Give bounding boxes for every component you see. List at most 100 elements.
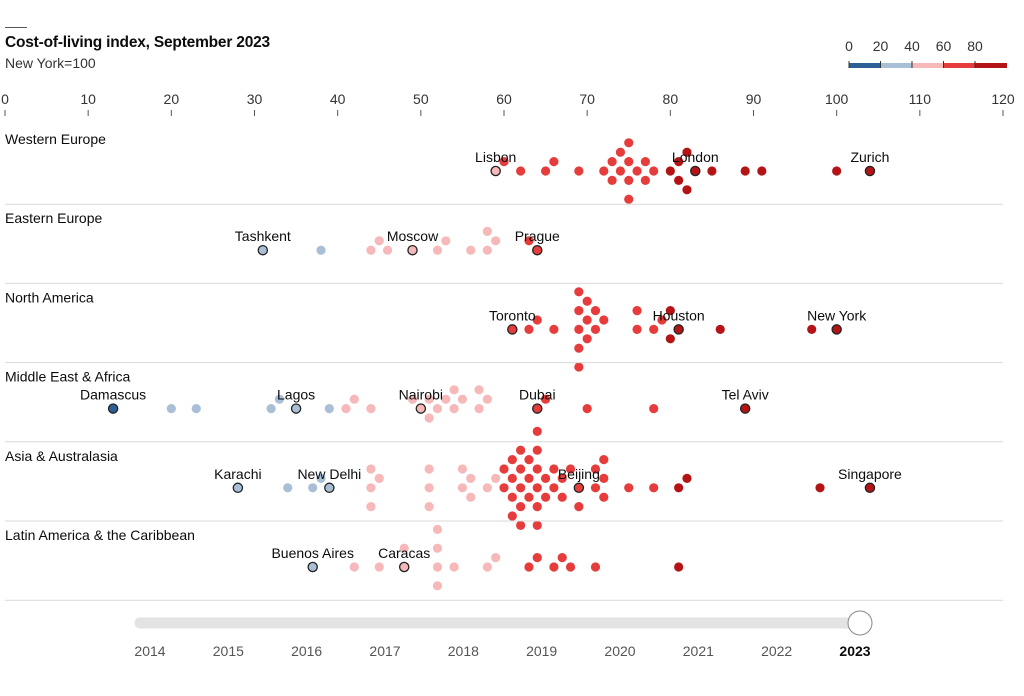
city-dot[interactable] (457, 394, 468, 404)
city-dot[interactable] (532, 483, 542, 493)
city-dot[interactable] (715, 324, 725, 334)
city-dot[interactable] (516, 166, 526, 176)
city-dot[interactable] (424, 502, 434, 512)
city-dot[interactable] (599, 455, 609, 465)
city-dot[interactable] (590, 483, 601, 493)
city-dot[interactable] (432, 581, 443, 591)
city-dot[interactable] (574, 306, 584, 316)
year-label[interactable]: 2022 (761, 643, 792, 659)
city-dot[interactable] (624, 483, 634, 493)
highlighted-city-dot[interactable] (407, 244, 418, 256)
city-dot[interactable] (565, 562, 576, 572)
city-dot[interactable] (574, 343, 584, 353)
highlighted-city-dot[interactable] (673, 324, 684, 335)
city-dot[interactable] (516, 502, 526, 512)
city-dot[interactable] (399, 543, 409, 553)
city-dot[interactable] (191, 404, 201, 414)
city-dot[interactable] (491, 553, 501, 563)
city-dot[interactable] (549, 157, 559, 167)
city-dot[interactable] (507, 473, 517, 483)
city-dot[interactable] (349, 562, 359, 572)
highlighted-city-dot[interactable] (690, 165, 701, 177)
city-dot[interactable] (424, 413, 434, 423)
city-dot[interactable] (574, 324, 584, 334)
city-dot[interactable] (382, 245, 393, 255)
city-dot[interactable] (516, 483, 526, 493)
city-dot[interactable] (449, 404, 459, 414)
city-dot[interactable] (832, 166, 842, 176)
city-dot[interactable] (366, 464, 376, 474)
city-dot[interactable] (324, 404, 334, 414)
city-dot[interactable] (574, 362, 584, 372)
city-dot[interactable] (649, 483, 659, 493)
year-label[interactable]: 2018 (448, 643, 479, 659)
city-dot[interactable] (582, 334, 592, 344)
city-dot[interactable] (557, 553, 567, 563)
city-dot[interactable] (374, 562, 384, 572)
city-dot[interactable] (540, 492, 551, 502)
year-label[interactable]: 2017 (369, 643, 400, 659)
city-dot[interactable] (532, 553, 542, 563)
city-dot[interactable] (499, 483, 509, 493)
city-dot[interactable] (524, 236, 534, 246)
city-dot[interactable] (624, 194, 634, 204)
city-dot[interactable] (532, 464, 542, 474)
highlighted-city-dot[interactable] (232, 482, 244, 494)
highlighted-city-dot[interactable] (532, 403, 543, 414)
highlighted-city-dot[interactable] (864, 165, 876, 177)
year-label[interactable]: 2014 (134, 643, 165, 659)
highlighted-city-dot[interactable] (532, 244, 543, 256)
city-dot[interactable] (366, 483, 376, 493)
city-dot[interactable] (582, 315, 592, 325)
city-dot[interactable] (665, 334, 675, 344)
city-dot[interactable] (482, 245, 492, 255)
highlighted-city-dot[interactable] (490, 165, 501, 177)
city-dot[interactable] (740, 166, 750, 176)
city-dot[interactable] (557, 492, 567, 502)
highlighted-city-dot[interactable] (507, 324, 518, 335)
city-dot[interactable] (682, 185, 692, 195)
city-dot[interactable] (491, 236, 501, 246)
city-dot[interactable] (649, 404, 659, 414)
year-label[interactable]: 2019 (526, 643, 557, 659)
city-dot[interactable] (482, 483, 492, 493)
city-dot[interactable] (441, 236, 451, 246)
highlighted-city-dot[interactable] (257, 244, 269, 256)
city-dot[interactable] (482, 226, 492, 236)
city-dot[interactable] (407, 394, 418, 404)
city-dot[interactable] (582, 296, 592, 306)
city-dot[interactable] (665, 306, 675, 316)
city-dot[interactable] (607, 175, 617, 185)
city-dot[interactable] (615, 166, 626, 176)
city-dot[interactable] (599, 492, 609, 502)
city-dot[interactable] (524, 562, 534, 572)
city-dot[interactable] (582, 404, 592, 414)
city-dot[interactable] (449, 562, 459, 572)
city-dot[interactable] (624, 157, 634, 167)
city-dot[interactable] (549, 324, 559, 334)
city-dot[interactable] (682, 473, 692, 483)
city-dot[interactable] (482, 562, 492, 572)
city-dot[interactable] (457, 464, 468, 474)
highlighted-city-dot[interactable] (415, 403, 427, 414)
city-dot[interactable] (649, 166, 659, 176)
city-dot[interactable] (632, 166, 642, 176)
city-dot[interactable] (524, 492, 534, 502)
city-dot[interactable] (557, 473, 567, 483)
city-dot[interactable] (524, 324, 534, 334)
city-dot[interactable] (524, 473, 534, 483)
highlighted-city-dot[interactable] (290, 403, 302, 414)
city-dot[interactable] (540, 166, 551, 176)
city-dot[interactable] (424, 464, 434, 474)
city-dot[interactable] (374, 473, 384, 483)
city-dot[interactable] (507, 455, 517, 465)
city-dot[interactable] (166, 404, 176, 414)
city-dot[interactable] (807, 324, 817, 334)
year-label[interactable]: 2021 (683, 643, 714, 659)
city-dot[interactable] (640, 175, 650, 185)
city-dot[interactable] (482, 394, 492, 404)
city-dot[interactable] (574, 287, 584, 297)
city-dot[interactable] (707, 166, 717, 176)
city-dot[interactable] (590, 324, 601, 334)
city-dot[interactable] (457, 483, 468, 493)
